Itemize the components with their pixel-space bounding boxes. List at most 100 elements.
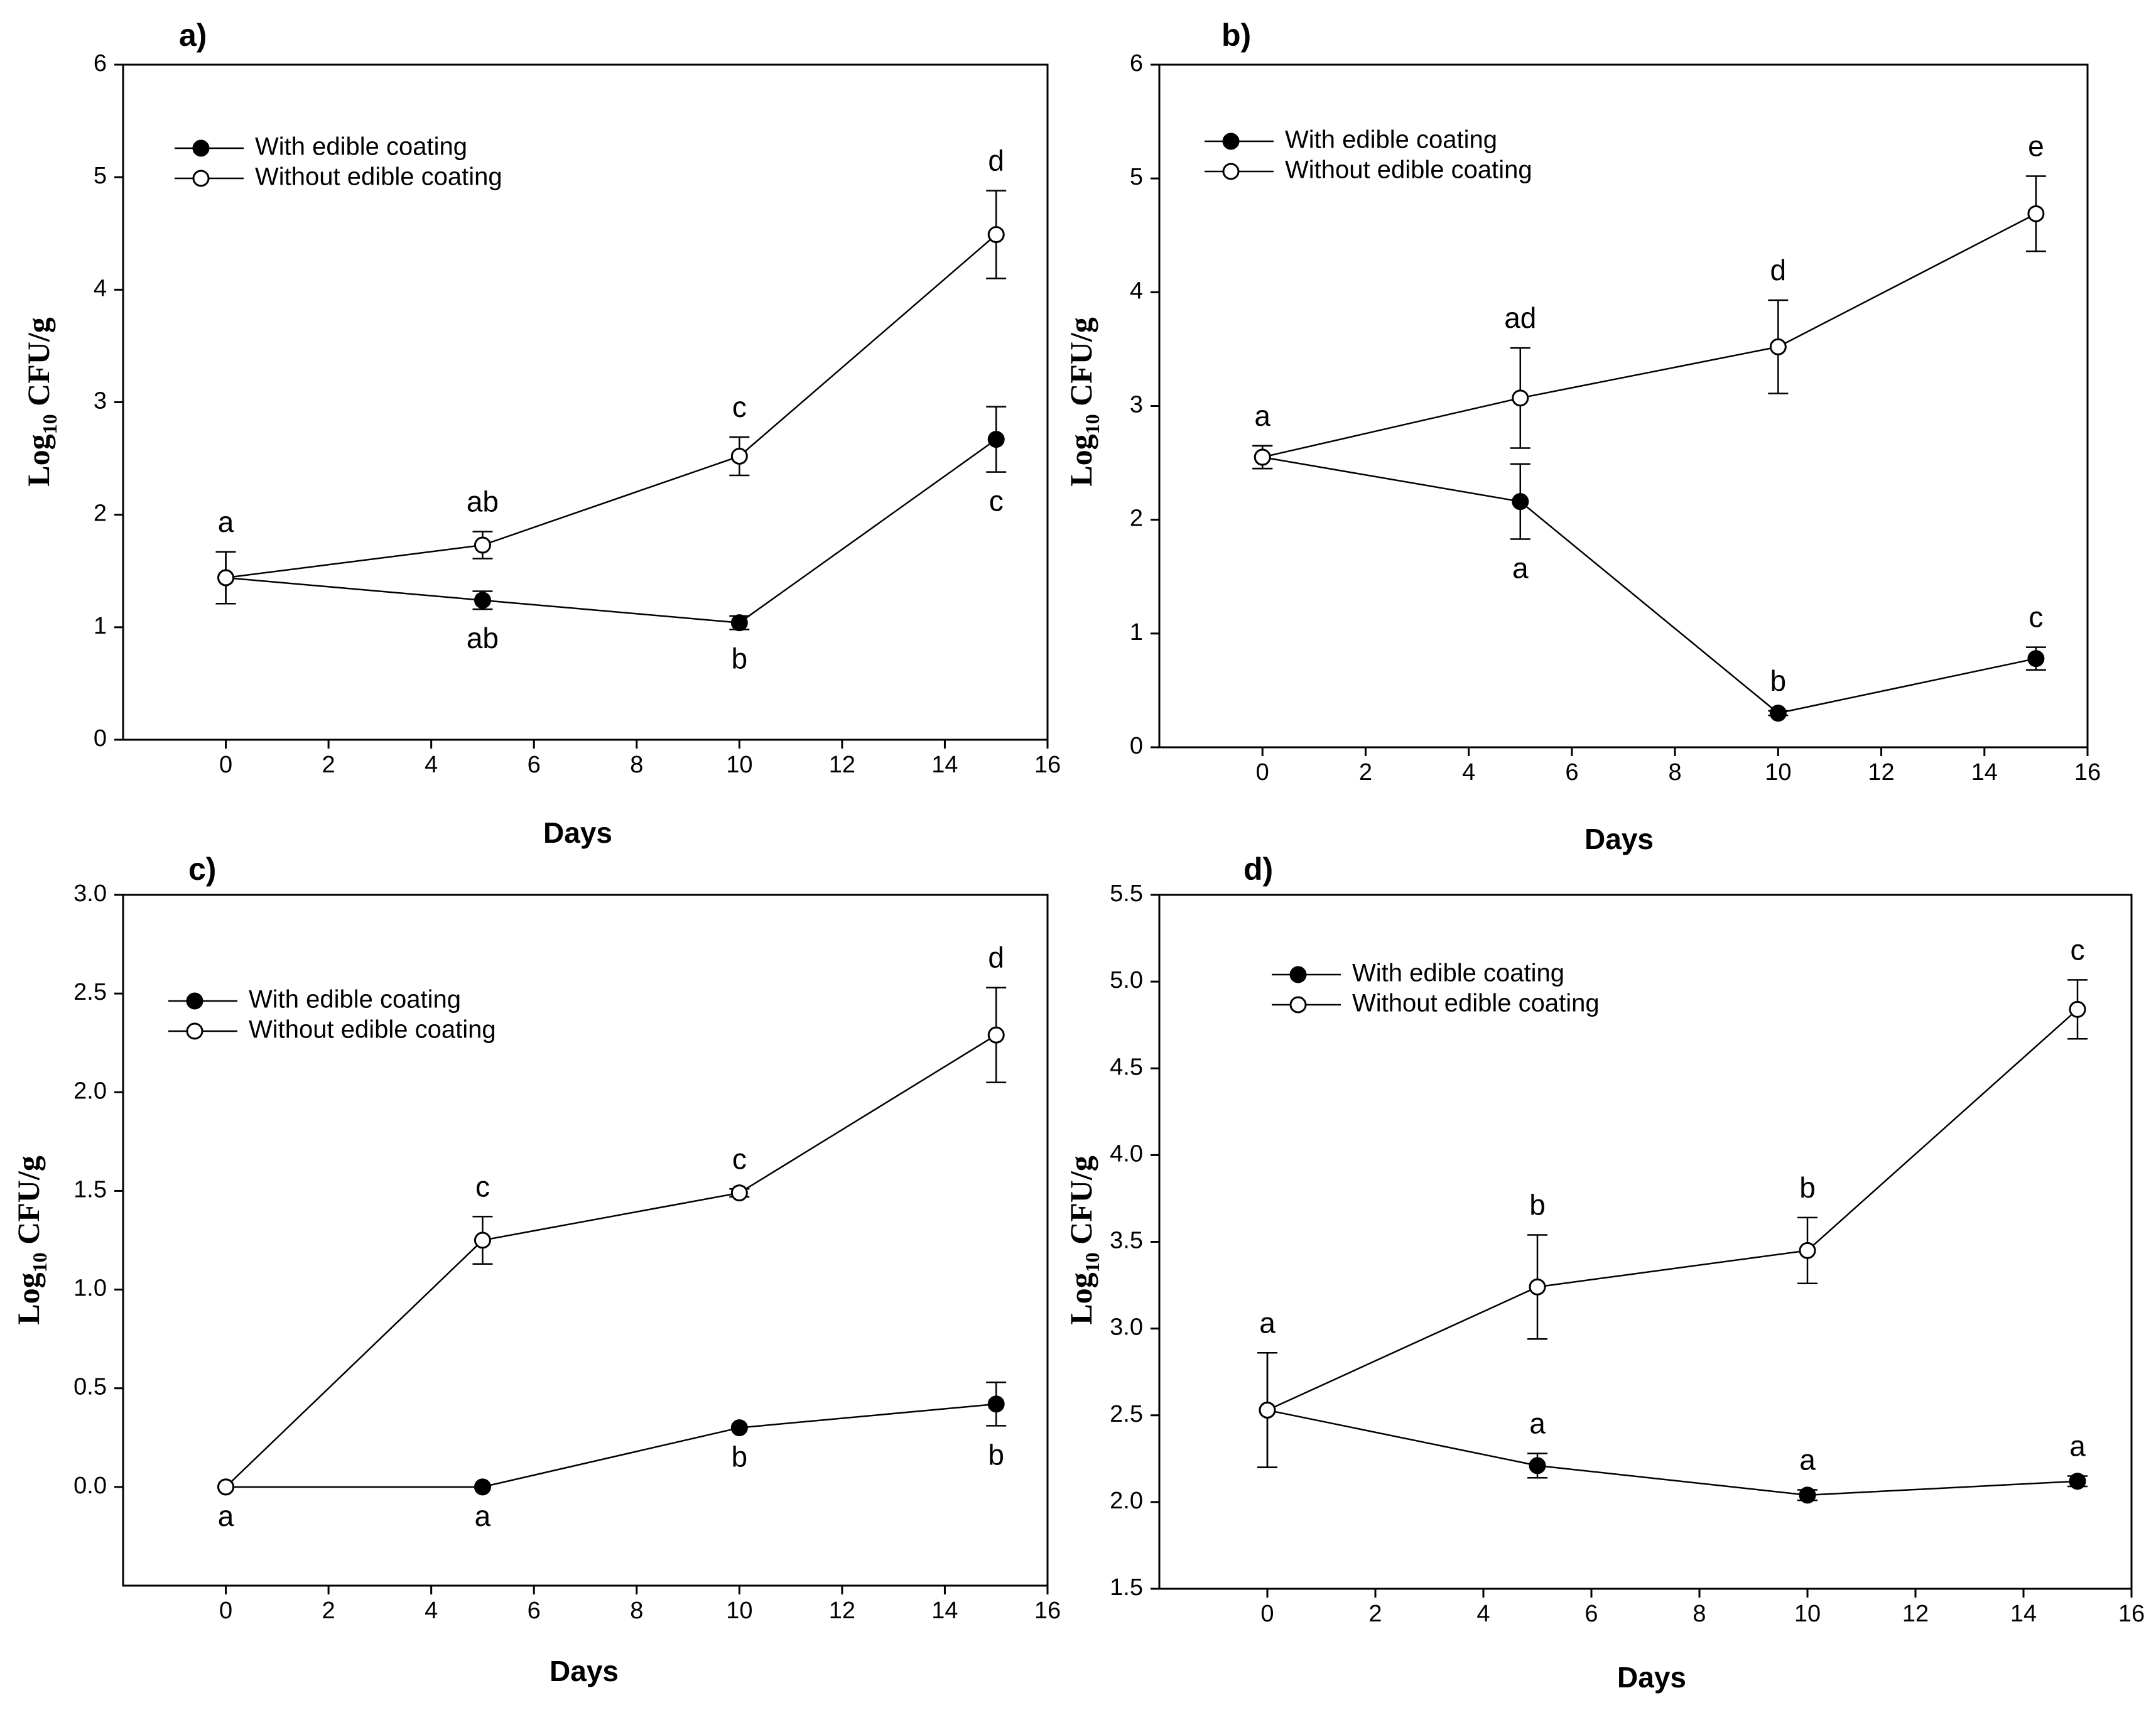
x-tick-label: 14 xyxy=(1971,759,1998,786)
x-tick-label: 10 xyxy=(1765,759,1791,786)
legend-marker xyxy=(186,992,203,1010)
y-tick-label: 3.0 xyxy=(1110,1314,1143,1341)
y-tick-label: 2.5 xyxy=(1110,1401,1143,1427)
x-tick-label: 16 xyxy=(2118,1601,2145,1627)
significance-label: a xyxy=(1512,551,1529,584)
x-tick-label: 6 xyxy=(1584,1601,1598,1627)
data-point xyxy=(474,1478,491,1496)
x-tick-label: 4 xyxy=(1476,1601,1490,1627)
significance-label: a xyxy=(1254,399,1270,432)
x-tick-label: 0 xyxy=(219,1598,232,1624)
significance-label: c xyxy=(2071,933,2085,966)
data-point xyxy=(217,569,235,587)
x-tick-label: 2 xyxy=(1368,1601,1382,1627)
significance-label: b xyxy=(1770,664,1787,697)
significance-label: a xyxy=(2069,1429,2086,1462)
y-tick-label: 1.5 xyxy=(1110,1574,1143,1601)
data-point xyxy=(730,448,748,465)
panel-title: c) xyxy=(188,852,216,887)
x-tick-label: 4 xyxy=(1462,759,1475,786)
legend: With edible coating Without edible coatin… xyxy=(1272,960,1600,1017)
x-tick-label: 10 xyxy=(726,1598,752,1624)
legend-marker xyxy=(192,170,210,187)
significance-label: ad xyxy=(1504,301,1536,334)
x-tick-label: 6 xyxy=(528,752,541,778)
x-tick-label: 6 xyxy=(528,1598,541,1624)
x-tick-label: 16 xyxy=(1034,1598,1061,1624)
x-tick-label: 12 xyxy=(829,1598,855,1624)
data-point xyxy=(1529,1457,1546,1474)
y-tick-label: 4.0 xyxy=(1110,1140,1143,1167)
y-tick-label: 6 xyxy=(1130,50,1143,77)
y-tick-label: 2 xyxy=(1130,506,1143,532)
series-with-coating: a b c xyxy=(1252,445,2046,722)
x-tick-label: 6 xyxy=(1565,759,1578,786)
data-point xyxy=(217,1478,235,1496)
x-tick-label: 2 xyxy=(322,1598,335,1624)
y-tick-label: 4 xyxy=(94,275,107,301)
significance-label: a xyxy=(475,1500,491,1532)
x-tick-label: 0 xyxy=(1260,1601,1274,1627)
legend-label: Without edible coating xyxy=(1285,156,1532,184)
x-tick-label: 8 xyxy=(630,752,643,778)
y-tick-label: 5 xyxy=(1130,164,1143,190)
x-tick-label: 14 xyxy=(2010,1601,2037,1627)
x-axis-label: Days xyxy=(1617,1661,1686,1694)
legend-label: Without edible coating xyxy=(249,1016,496,1044)
series-without-coating: a ab c d xyxy=(215,144,1007,605)
significance-label: c xyxy=(475,1170,490,1203)
data-point xyxy=(474,1231,491,1249)
data-point xyxy=(1512,493,1529,511)
significance-label: a xyxy=(1259,1306,1276,1339)
y-tick-label: 1.5 xyxy=(73,1176,107,1203)
plot-frame xyxy=(122,894,1049,1587)
y-axis-label: Log10 CFU/g xyxy=(21,317,61,487)
x-tick-label: 2 xyxy=(1359,759,1372,786)
x-tick-label: 4 xyxy=(425,1598,438,1624)
legend-label: Without edible coating xyxy=(1352,990,1600,1017)
y-tick-label: 1 xyxy=(1130,619,1143,646)
y-axis-label: Log10 CFU/g xyxy=(1063,317,1103,487)
data-point xyxy=(730,614,748,632)
y-tick-label: 0.5 xyxy=(73,1374,107,1400)
chart-panel-3: c) 0 2 4 6 8 10 12 14 16 0.0 0.5 1.0 1.5 2.0 2.5 3.0 Days… xyxy=(11,852,1061,1687)
x-tick-label: 10 xyxy=(726,752,752,778)
data-point xyxy=(474,592,491,609)
data-point xyxy=(730,1184,748,1202)
data-point xyxy=(1799,1242,1816,1259)
y-tick-label: 3.0 xyxy=(73,880,107,907)
x-tick-label: 16 xyxy=(1034,752,1061,778)
significance-label: ab xyxy=(467,485,499,518)
significance-label: c xyxy=(989,485,1004,517)
data-point xyxy=(987,226,1005,244)
series-with-coating: a a a xyxy=(1257,1352,2088,1504)
y-axis-label: Log10 CFU/g xyxy=(1063,1155,1103,1325)
series-line xyxy=(1267,1009,2078,1411)
x-tick-label: 8 xyxy=(630,1598,643,1624)
significance-label: a xyxy=(218,506,234,538)
legend-marker xyxy=(1222,133,1240,150)
panel-title: b) xyxy=(1222,18,1251,53)
data-point xyxy=(2027,205,2045,222)
legend-marker xyxy=(192,139,210,157)
legend-marker xyxy=(1289,966,1307,983)
significance-label: b xyxy=(732,1441,748,1473)
significance-label: a xyxy=(218,1500,234,1532)
data-point xyxy=(1254,448,1271,466)
y-tick-label: 3.5 xyxy=(1110,1228,1143,1254)
y-tick-label: 6 xyxy=(94,50,107,77)
y-tick-label: 3 xyxy=(1130,392,1143,418)
data-point xyxy=(987,1395,1005,1413)
y-tick-label: 2.0 xyxy=(73,1078,107,1104)
y-tick-label: 0.0 xyxy=(73,1473,107,1499)
x-tick-label: 12 xyxy=(1868,759,1894,786)
legend-label: With edible coating xyxy=(1352,960,1564,987)
y-tick-label: 5.5 xyxy=(1110,880,1143,907)
chart-panel-4: d) 0 2 4 6 8 10 12 14 16 1.5 2.0 2.5 3.0 3.5 4.0 4.5 5.0 5… xyxy=(1063,852,2145,1694)
data-point xyxy=(1799,1486,1816,1504)
x-tick-label: 14 xyxy=(931,752,958,778)
